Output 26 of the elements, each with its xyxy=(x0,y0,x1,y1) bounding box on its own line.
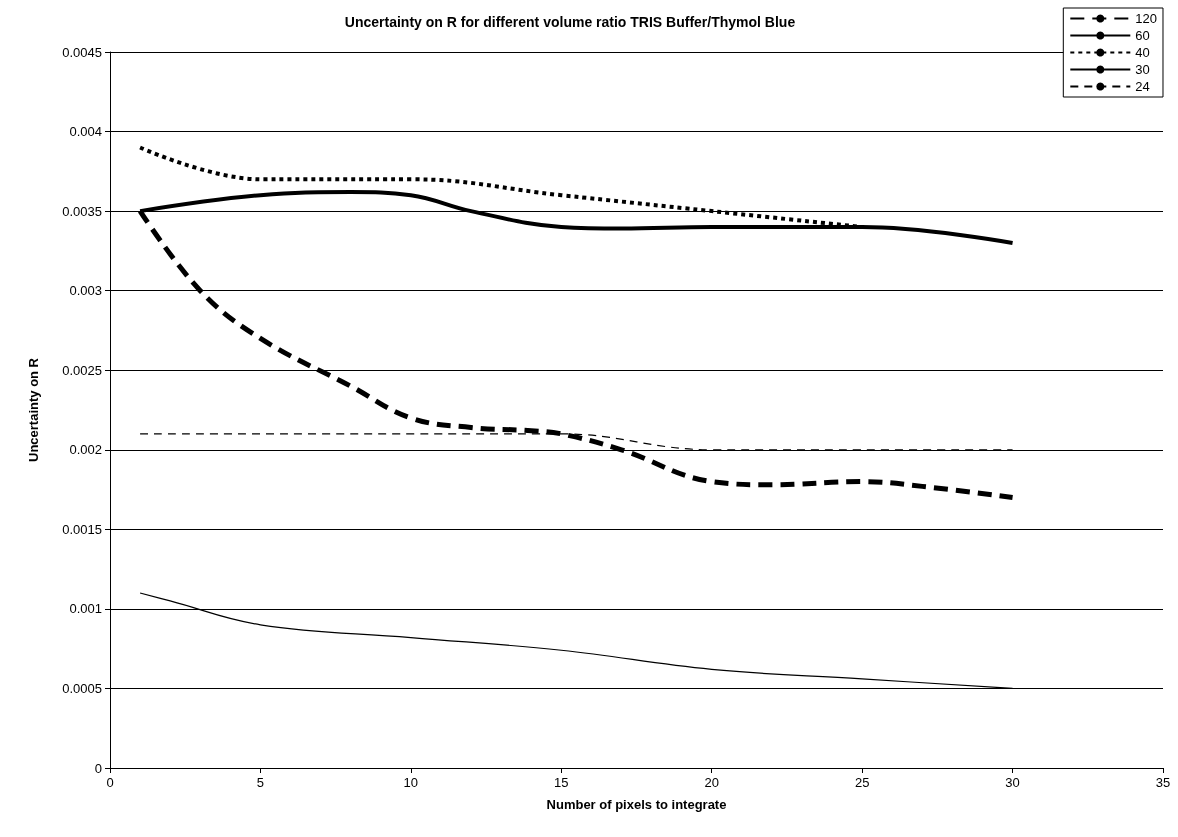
x-tick-label: 10 xyxy=(403,775,419,790)
legend-label: 40 xyxy=(1135,45,1150,60)
legend-label: 30 xyxy=(1135,62,1150,77)
y-tick-label: 0.0015 xyxy=(62,521,102,537)
y-tick-label: 0.0025 xyxy=(62,362,102,378)
y-tick-label: 0.001 xyxy=(69,601,102,617)
x-tick-label: 35 xyxy=(1155,775,1171,790)
y-tick-label: 0.003 xyxy=(69,283,102,299)
y-axis-title: Uncertainty on R xyxy=(26,357,41,463)
x-tick-label: 20 xyxy=(704,775,719,790)
y-tick-label: 0.0035 xyxy=(62,203,102,219)
chart-title: Uncertainty on R for different volume ratio TRIS Buffer/Thymol Blue xyxy=(344,14,796,30)
x-tick-label: 30 xyxy=(1005,775,1020,790)
x-axis-title: Number of pixels to integrate xyxy=(546,797,727,812)
x-tick-label: 15 xyxy=(554,775,569,790)
x-tick-label: 0 xyxy=(106,775,114,790)
x-tick-label: 5 xyxy=(256,775,265,790)
y-tick-label: 0 xyxy=(94,760,102,776)
y-tick-label: 0.0005 xyxy=(62,680,102,696)
y-tick-label: 0.0045 xyxy=(62,44,102,60)
legend-label: 120 xyxy=(1135,11,1158,26)
y-tick-label: 0.002 xyxy=(69,442,102,458)
legend-label: 24 xyxy=(1135,79,1150,94)
y-tick-label: 0.004 xyxy=(69,124,102,140)
x-tick-label: 25 xyxy=(854,775,870,790)
legend-label: 60 xyxy=(1135,28,1150,43)
